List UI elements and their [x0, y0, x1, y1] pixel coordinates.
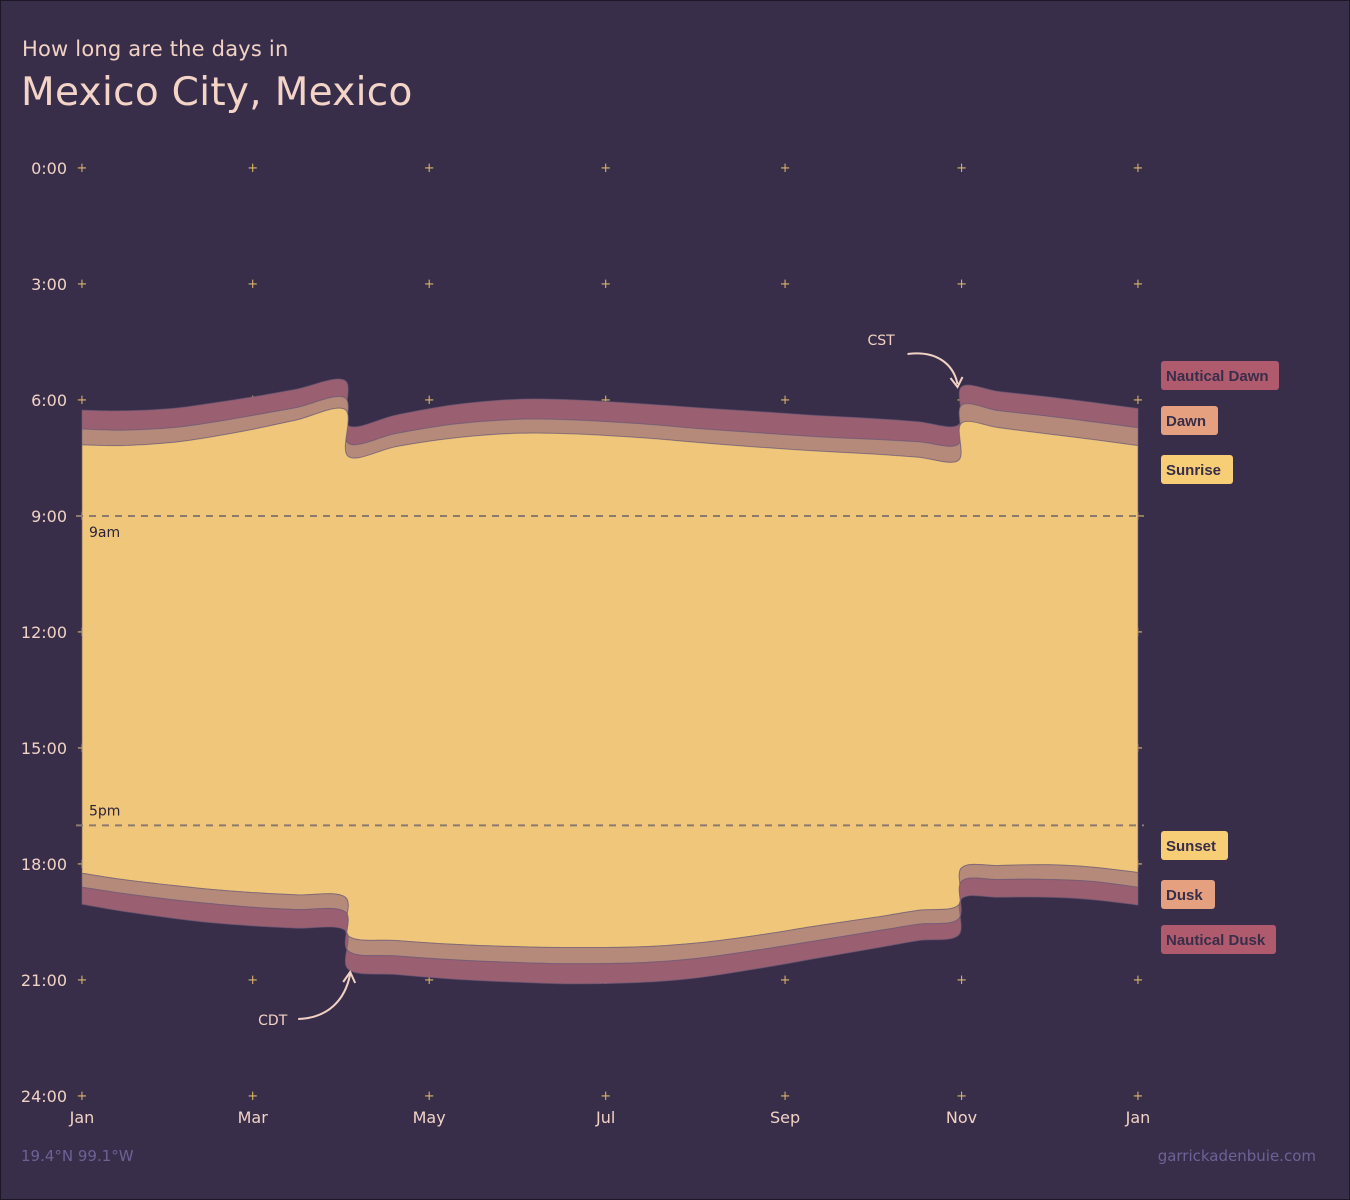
grid-cross: +: [956, 973, 967, 988]
grid-cross: +: [77, 277, 88, 292]
y-tick-label: 9:00: [31, 507, 67, 526]
y-tick-label: 3:00: [31, 275, 67, 294]
legend-label: Sunset: [1166, 838, 1216, 855]
grid-cross: +: [956, 161, 967, 176]
chart-subtitle: How long are the days in: [22, 37, 289, 61]
grid-cross: +: [424, 393, 435, 408]
legend-sunrise: Sunrise: [1161, 455, 1233, 484]
x-tick-label: Jul: [595, 1108, 615, 1127]
grid-cross: +: [780, 973, 791, 988]
grid-cross: +: [1133, 277, 1144, 292]
cdt-label: CDT: [258, 1013, 288, 1029]
legend-nautical-dusk: Nautical Dusk: [1161, 925, 1276, 954]
reference-lines: 9am 5pm: [76, 515, 1144, 827]
y-tick-label: 12:00: [21, 623, 67, 642]
x-tick-label: Jan: [69, 1108, 95, 1127]
daylight-bands: [81, 378, 1139, 985]
credit-link[interactable]: garrickadenbuie.com: [1157, 1147, 1316, 1165]
grid-cross: +: [247, 161, 258, 176]
legend-label: Nautical Dawn: [1166, 368, 1269, 385]
annotations: CST CDT: [258, 333, 964, 1029]
grid-cross: +: [1133, 973, 1144, 988]
legend-label: Dusk: [1166, 887, 1203, 904]
legend-nautical-dawn: Nautical Dawn: [1161, 361, 1279, 390]
y-tick-label: 15:00: [21, 739, 67, 758]
grid-cross: +: [600, 1089, 611, 1104]
chart-title: Mexico City, Mexico: [21, 70, 413, 115]
cst-arrowhead: [949, 376, 964, 389]
legend-label: Sunrise: [1166, 462, 1221, 479]
legend-swatch: [1161, 455, 1233, 484]
legend-label: Nautical Dusk: [1166, 932, 1266, 949]
cdt-arrow: [298, 973, 352, 1020]
grid-cross: +: [77, 393, 88, 408]
grid-cross: +: [424, 1089, 435, 1104]
grid-cross: +: [247, 1089, 258, 1104]
grid-cross: +: [956, 277, 967, 292]
grid-cross: +: [77, 973, 88, 988]
legend-dusk: Dusk: [1161, 880, 1215, 909]
x-tick-label: Nov: [946, 1108, 977, 1127]
grid-cross: +: [77, 1089, 88, 1104]
legend-swatch: [1161, 831, 1228, 860]
y-tick-label: 21:00: [21, 971, 67, 990]
grid-cross: +: [247, 973, 258, 988]
grid-cross: +: [1133, 161, 1144, 176]
location-coordinates: 19.4°N 99.1°W: [21, 1147, 134, 1165]
x-tick-label: Jan: [1125, 1108, 1151, 1127]
axes: 0:00 3:00 6:00 9:00 12:00 15:00 18:00 21:00 24:0…: [21, 159, 1150, 1127]
cst-label: CST: [868, 333, 896, 349]
grid-cross: +: [780, 393, 791, 408]
grid-cross: +: [424, 973, 435, 988]
grid-cross: +: [1133, 1089, 1144, 1104]
grid-cross: +: [600, 161, 611, 176]
legend-swatch: [1161, 880, 1215, 909]
y-tick-label: 18:00: [21, 855, 67, 874]
grid-cross: +: [424, 277, 435, 292]
y-tick-label: 24:00: [21, 1087, 67, 1106]
grid-cross: +: [780, 161, 791, 176]
legend-swatch: [1161, 406, 1218, 435]
x-tick-label: Sep: [770, 1108, 800, 1127]
x-tick-label: Mar: [238, 1108, 269, 1127]
reference-label: 9am: [89, 525, 120, 541]
legend: Nautical Dawn Dawn Sunrise Sunset Dusk Nautic…: [1161, 361, 1279, 954]
legend-swatch: [1161, 361, 1279, 390]
legend-dawn: Dawn: [1161, 406, 1218, 435]
y-tick-label: 6:00: [31, 391, 67, 410]
cst-arrow: [907, 352, 959, 385]
legend-swatch: [1161, 925, 1276, 954]
legend-sunset: Sunset: [1161, 831, 1228, 860]
grid-cross: +: [780, 1089, 791, 1104]
grid-cross: +: [600, 277, 611, 292]
grid-cross: +: [600, 393, 611, 408]
legend-label: Dawn: [1166, 413, 1206, 430]
grid-cross: +: [77, 161, 88, 176]
grid-cross: +: [247, 277, 258, 292]
grid-cross: +: [1133, 393, 1144, 408]
grid-cross: +: [780, 277, 791, 292]
reference-label: 5pm: [89, 803, 120, 819]
grid-cross: +: [424, 161, 435, 176]
nautical-dusk-band: [81, 877, 1139, 985]
x-tick-label: May: [413, 1108, 446, 1127]
y-tick-label: 0:00: [31, 159, 67, 178]
grid-cross: +: [956, 1089, 967, 1104]
cdt-arrowhead: [342, 969, 357, 984]
